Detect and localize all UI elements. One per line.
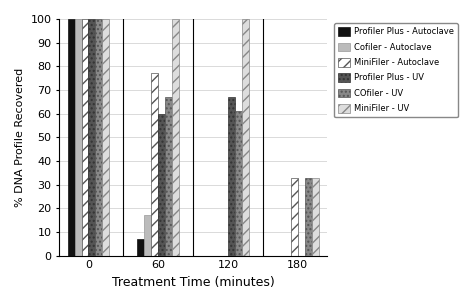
Bar xyxy=(291,178,298,256)
Bar xyxy=(74,19,82,256)
Bar xyxy=(82,19,89,256)
Bar xyxy=(305,178,311,256)
Bar xyxy=(242,19,249,256)
Y-axis label: % DNA Profile Recovered: % DNA Profile Recovered xyxy=(15,68,25,207)
Bar xyxy=(235,111,242,256)
Bar xyxy=(172,19,179,256)
Bar xyxy=(102,19,109,256)
Bar xyxy=(165,97,172,256)
Bar xyxy=(158,114,165,256)
Legend: Profiler Plus - Autoclave, Cofiler - Autoclave, MiniFiler - Autoclave, Profiler : Profiler Plus - Autoclave, Cofiler - Aut… xyxy=(334,23,458,117)
Bar xyxy=(137,239,144,256)
Bar xyxy=(144,215,151,256)
Bar xyxy=(228,97,235,256)
Bar xyxy=(311,178,319,256)
Bar xyxy=(95,19,102,256)
Bar xyxy=(89,19,95,256)
Bar xyxy=(68,19,74,256)
Bar xyxy=(151,73,158,256)
X-axis label: Treatment Time (minutes): Treatment Time (minutes) xyxy=(112,276,274,289)
